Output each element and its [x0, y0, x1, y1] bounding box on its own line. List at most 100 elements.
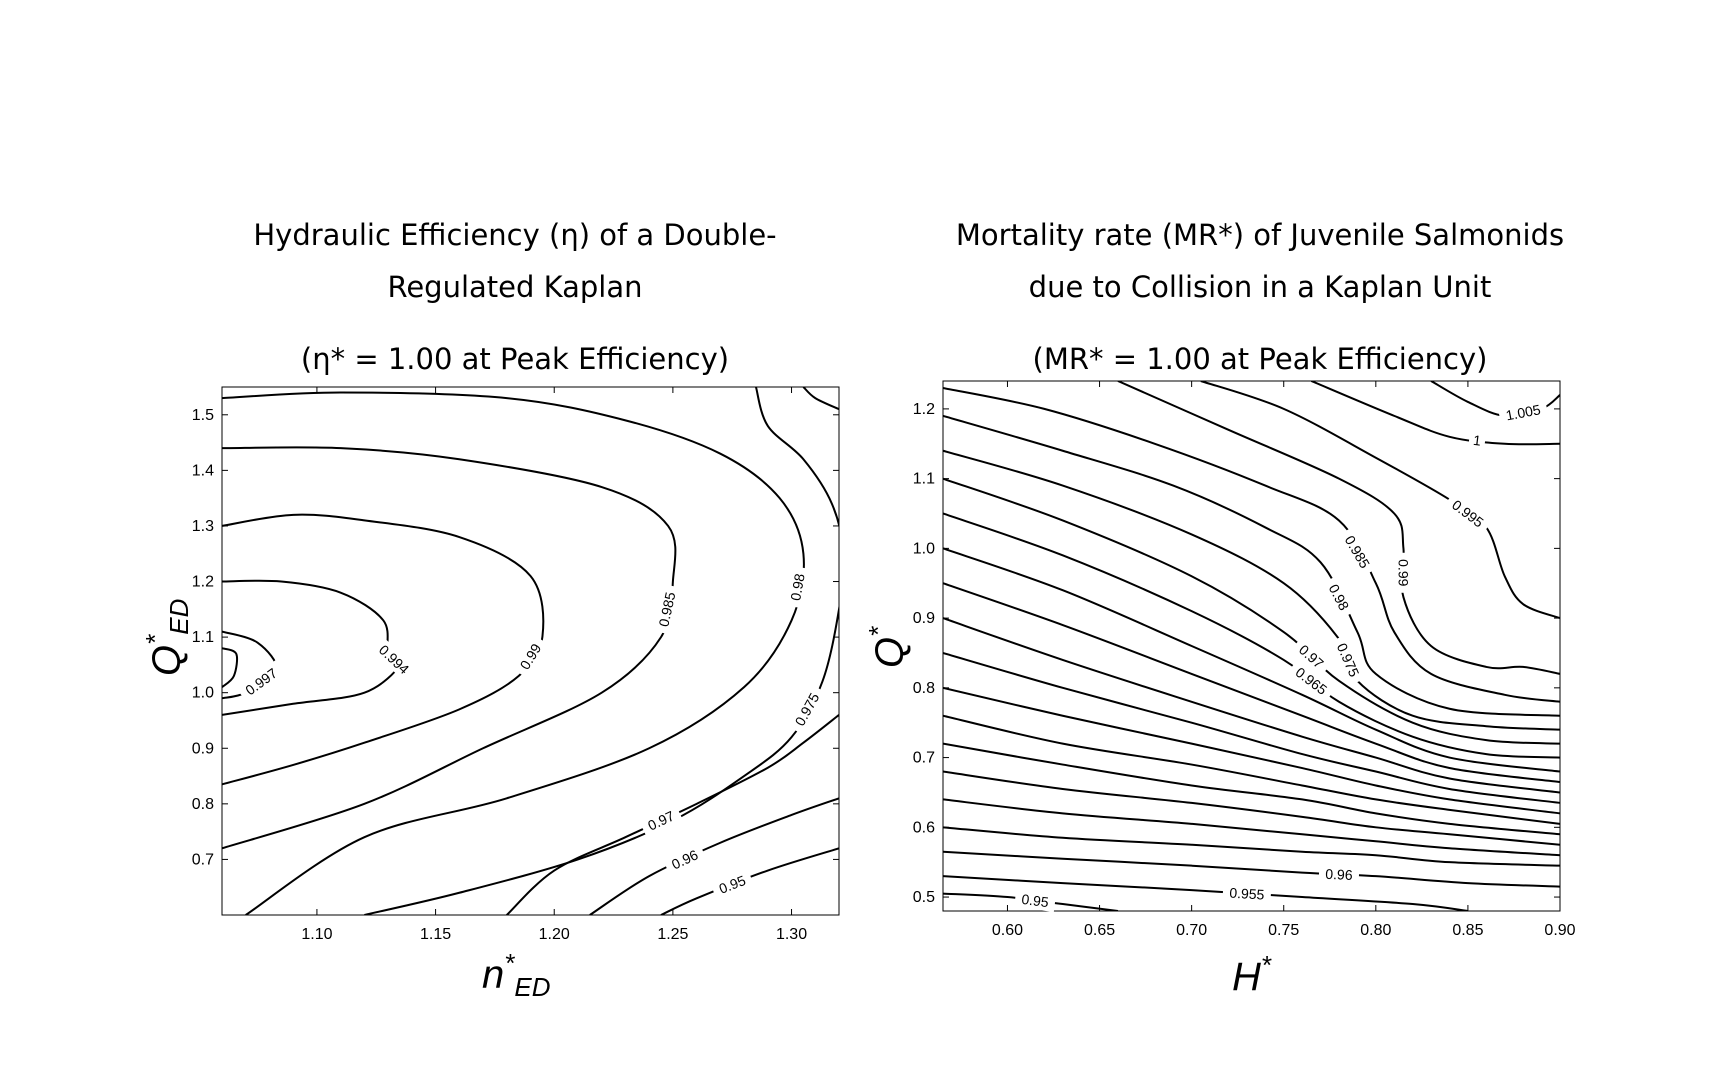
right-contour-label: 0.985: [1342, 533, 1374, 571]
right-contour-line: [943, 449, 1560, 731]
left-y-tick-label: 0.7: [192, 851, 214, 868]
left-contour-label-bg: [370, 636, 418, 683]
right-contour-line: [943, 512, 1560, 759]
left-x-tick-label: 1.25: [657, 926, 688, 943]
left-x-tick-label: 1.20: [539, 926, 570, 943]
left-contour-label-bg: [710, 868, 755, 901]
right-y-tick-label: 1.1: [913, 471, 935, 488]
right-contour-label: 0.99: [1395, 559, 1411, 586]
left-title-line1: Hydraulic Efficiency (η) of a Double-: [253, 218, 777, 252]
right-contour-line: [943, 686, 1560, 815]
left-x-tick-label: 1.30: [776, 926, 807, 943]
right-x-tick-label: 0.80: [1360, 922, 1391, 939]
left-y-tick-label: 0.8: [192, 796, 214, 813]
left-x-axis-label: n*ED: [482, 948, 551, 1002]
right-y-tick-label: 0.7: [913, 750, 935, 767]
left-contour-label: 0.985: [655, 590, 678, 628]
left-plot-frame: [221, 386, 840, 916]
left-contour-label-bg: [785, 565, 810, 609]
right-contour-label-bg: [1468, 430, 1487, 451]
left-x-tick-label: 1.15: [420, 926, 451, 943]
right-contour-line: [943, 414, 1560, 717]
right-contour-line: [943, 477, 1560, 745]
left-contour-line: [506, 714, 839, 915]
right-y-tick-label: 0.9: [913, 610, 935, 627]
left-y-tick-label: 1.0: [192, 685, 214, 702]
left-y-axis-label: Q*ED: [140, 599, 194, 676]
right-contour-line: [1117, 381, 1560, 675]
right-x-tick-label: 0.60: [992, 922, 1023, 939]
right-contour-line: [1310, 381, 1560, 446]
right-contour-label: 1: [1472, 432, 1482, 449]
left-contour-label: 0.98: [787, 572, 808, 602]
right-y-axis-label: Q*: [863, 626, 912, 668]
right-contour-line: [943, 798, 1560, 857]
left-contour-plot: 1.10 1.15 1.20 1.25 1.30 0.7 0.8 0.9 1.0 1.1 1.2 1.…: [192, 386, 840, 943]
right-contour-line: [943, 770, 1560, 846]
right-contour-label: 1.005: [1504, 401, 1542, 423]
right-contour-line: [943, 582, 1560, 783]
right-y-tick-label: 1.2: [913, 401, 935, 418]
right-contour-line: [943, 850, 1560, 888]
right-y-tick-label: 0.6: [913, 819, 935, 836]
left-contour-label-bg: [639, 803, 683, 838]
left-contour-line: [364, 387, 839, 915]
right-contour-label-bg: [1321, 575, 1357, 620]
left-y-tick-label: 1.4: [192, 462, 214, 479]
left-contour-line: [222, 647, 239, 688]
left-contour-label-bg: [236, 660, 286, 703]
right-contour-label-bg: [1337, 526, 1378, 578]
left-title-line2: Regulated Kaplan: [387, 270, 643, 304]
right-plot-frame: [942, 380, 1561, 912]
right-y-tick-label: 0.5: [913, 889, 935, 906]
right-contour-line: [943, 826, 1560, 867]
right-x-tick-label: 0.90: [1544, 922, 1575, 939]
left-contour-line: [802, 387, 839, 411]
right-subtitle: (MR* = 1.00 at Peak Efficiency): [1032, 342, 1488, 376]
right-contour-label: 0.95: [1021, 891, 1050, 910]
left-y-tick-label: 1.3: [192, 518, 214, 535]
left-y-tick-label: 1.2: [192, 574, 214, 591]
left-y-tick-label: 0.9: [192, 740, 214, 757]
left-contour-line: [589, 797, 839, 915]
left-contour-line: [222, 446, 677, 850]
left-title: Hydraulic Efficiency (η) of a Double- Re…: [190, 209, 840, 313]
left-contour-label: 0.975: [791, 690, 822, 729]
right-x-axis-label: H*: [1232, 950, 1272, 999]
left-contour-label-bg: [653, 583, 681, 635]
right-title: Mortality rate (MR*) of Juvenile Salmoni…: [910, 209, 1610, 313]
right-y-tick-label: 1.0: [913, 540, 935, 557]
left-y-tick-label: 1.1: [192, 629, 214, 646]
left-contour-line: [222, 513, 545, 786]
right-contour-line: [943, 617, 1560, 794]
right-contour-line: [943, 714, 1560, 825]
right-contour-label-bg: [1014, 889, 1057, 912]
right-contour-label-bg: [1318, 864, 1360, 885]
right-contour-label-bg: [1443, 491, 1493, 536]
left-contour-line: [222, 391, 805, 915]
right-contour-line: [943, 652, 1560, 804]
right-contour-label: 0.96: [1325, 866, 1353, 883]
left-x-tick-label: 1.10: [301, 926, 332, 943]
right-contour-label-bg: [1286, 659, 1336, 703]
right-contour-label: 0.955: [1229, 884, 1265, 902]
right-contour-plot: 0.60 0.65 0.70 0.75 0.80 0.85 0.90 0.5 0.6 0.7 0.8…: [913, 380, 1576, 939]
left-contour-label-bg: [512, 634, 549, 679]
right-contour-line: [943, 386, 1560, 703]
right-contour-line: [943, 742, 1560, 836]
right-contour-label: 0.975: [1334, 641, 1363, 680]
left-contour-label-bg: [787, 684, 827, 735]
right-contour-label-bg: [1290, 636, 1333, 677]
right-title-line1: Mortality rate (MR*) of Juvenile Salmoni…: [955, 218, 1565, 252]
right-title-line2: due to Collision in a Kaplan Unit: [1028, 270, 1492, 304]
left-y-tick-label: 1.5: [192, 407, 214, 424]
right-x-tick-label: 0.85: [1452, 922, 1483, 939]
right-contour-label-bg: [1497, 399, 1549, 426]
right-y-tick-label: 0.8: [913, 680, 935, 697]
right-contour-line: [943, 547, 1560, 773]
right-contour-label-bg: [1330, 634, 1367, 686]
right-x-tick-label: 0.65: [1084, 922, 1115, 939]
right-x-tick-label: 0.70: [1176, 922, 1207, 939]
right-contour-label-bg: [1394, 552, 1413, 593]
